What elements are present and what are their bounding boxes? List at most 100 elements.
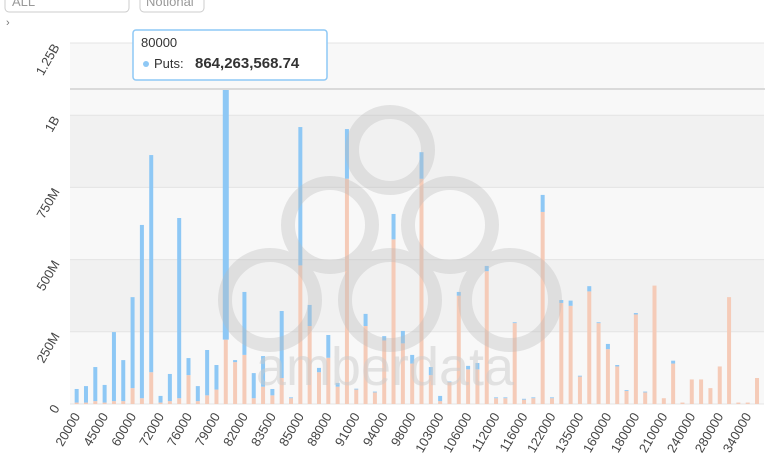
bar: [158, 395, 163, 403]
bar: [363, 313, 368, 327]
bar: [596, 323, 601, 404]
bar: [344, 129, 349, 179]
bar: [428, 375, 433, 404]
grid-band: [70, 115, 764, 188]
tooltip-box: [132, 29, 328, 81]
bar: [279, 311, 284, 379]
bar: [745, 402, 750, 404]
bar: [428, 367, 433, 376]
dropdown-text[interactable]: Notional: [146, 0, 194, 9]
bar: [83, 402, 88, 404]
bar: [223, 339, 228, 404]
bar: [503, 397, 508, 399]
bar: [466, 369, 471, 404]
y-tick-label: 1.25B: [33, 41, 63, 78]
bar: [177, 218, 182, 399]
bar: [121, 360, 126, 402]
x-tick-label: 72000: [136, 410, 167, 449]
bar: [186, 358, 191, 376]
bar: [130, 388, 135, 404]
bar: [242, 354, 247, 404]
bar: [316, 372, 321, 404]
y-tick-label: 250M: [33, 330, 62, 366]
bar: [279, 378, 284, 404]
bar: [214, 365, 219, 390]
bar: [186, 375, 191, 404]
bar: [326, 357, 331, 404]
bar: [149, 372, 154, 404]
bar: [438, 395, 443, 402]
bar: [587, 286, 592, 292]
y-tick-label: 500M: [33, 258, 62, 294]
x-tick-label: 82000: [220, 410, 251, 449]
dropdown[interactable]: [139, 0, 205, 13]
bar: [233, 360, 238, 363]
grid-band: [70, 259, 764, 332]
bar: [540, 211, 545, 404]
bar: [354, 389, 359, 404]
x-tick-label: 60000: [108, 410, 139, 449]
bar: [512, 322, 517, 324]
bar: [344, 178, 349, 404]
bar: [270, 388, 275, 396]
bar: [522, 398, 527, 400]
dropdown[interactable]: [4, 0, 130, 13]
bar: [93, 401, 98, 404]
bar: [139, 398, 144, 404]
bar: [214, 389, 219, 404]
bar: [484, 271, 489, 404]
bar: [522, 399, 527, 404]
bar: [549, 397, 554, 399]
grid-band: [70, 187, 764, 260]
bar: [419, 178, 424, 404]
bar: [251, 398, 256, 404]
bar: [261, 356, 266, 387]
watermark-logo: [218, 105, 562, 352]
bar: [727, 297, 732, 404]
bar: [242, 291, 247, 355]
bar: [195, 401, 200, 404]
bar: [438, 401, 443, 404]
bar: [382, 336, 387, 341]
watermark: amberdata: [256, 337, 515, 397]
bar: [633, 314, 638, 404]
bar: [205, 349, 210, 396]
bar: [410, 354, 415, 364]
bar: [419, 152, 424, 179]
grid-band: [70, 331, 764, 404]
bar: [167, 373, 172, 402]
bar: [475, 362, 480, 370]
bar: [130, 297, 135, 389]
bar: [605, 349, 610, 404]
bar: [484, 265, 489, 272]
y-tick-label: 0: [46, 402, 63, 416]
dropdown-text[interactable]: ALL: [12, 0, 35, 9]
bar: [559, 300, 564, 303]
tooltip-label: Puts:: [154, 56, 184, 71]
bar: [177, 398, 182, 404]
bar: [363, 326, 368, 404]
bar: [391, 239, 396, 404]
bar: [195, 386, 200, 402]
bar: [372, 392, 377, 404]
bar: [531, 397, 536, 399]
bar: [699, 379, 704, 404]
bar: [615, 366, 620, 404]
x-tick-label: 91000: [332, 410, 363, 449]
bar: [400, 343, 405, 404]
bar: [624, 391, 629, 404]
bar: [447, 382, 452, 404]
bar: [205, 395, 210, 404]
bar: [643, 391, 648, 393]
bar: [456, 295, 461, 404]
expand-icon[interactable]: ›: [6, 17, 10, 29]
bar: [596, 322, 601, 324]
bar: [708, 388, 713, 404]
bar: [624, 390, 629, 392]
x-tick-label: 45000: [80, 410, 111, 449]
bar: [74, 388, 79, 403]
bar: [671, 360, 676, 364]
bar: [83, 386, 88, 403]
bar: [531, 398, 536, 404]
